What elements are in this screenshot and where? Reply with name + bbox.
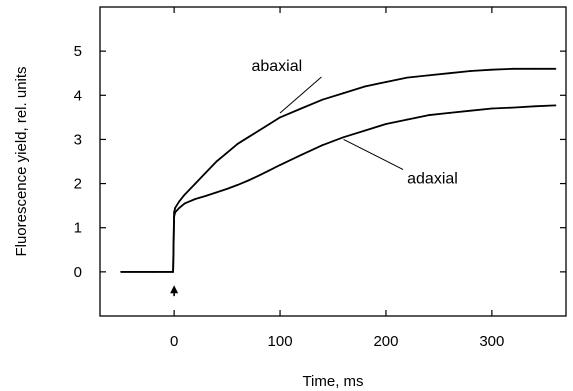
data-point-adaxial [363, 129, 366, 132]
data-point-adaxial [205, 195, 207, 197]
data-point-adaxial [247, 179, 250, 182]
data-point-abaxial [247, 136, 250, 139]
y-tick-label: 2 [74, 176, 82, 193]
x-tick-label: 300 [479, 333, 504, 350]
data-point-adaxial [342, 136, 345, 139]
data-point-abaxial [236, 142, 239, 145]
data-point-abaxial [183, 193, 186, 196]
data-point-abaxial [533, 67, 536, 70]
y-tick-label: 3 [74, 131, 82, 148]
data-point-adaxial [469, 109, 472, 112]
y-tick-label: 5 [74, 43, 82, 60]
tick-marks [100, 7, 566, 316]
annotation-pointer-adaxial [343, 138, 404, 171]
series-line-adaxial [121, 104, 556, 273]
data-point-adaxial [183, 202, 186, 205]
y-tick-label: 0 [74, 264, 82, 281]
data-point-adaxial [236, 183, 239, 186]
data-point-adaxial [215, 191, 218, 194]
data-point-adaxial [448, 112, 451, 114]
data-point-adaxial [178, 206, 181, 209]
data-point-abaxial [279, 116, 281, 119]
data-point-abaxial [205, 171, 207, 174]
data-point-adaxial [257, 174, 260, 177]
tick-labels: 0 100 200 300 0 1 2 3 4 5 [74, 43, 505, 350]
data-point-abaxial [554, 67, 557, 70]
data-point-adaxial [406, 118, 409, 121]
annotation-pointer-abaxial [279, 76, 322, 114]
data-point-abaxial [512, 67, 514, 70]
data-point-abaxial [174, 206, 177, 209]
data-point-abaxial [342, 92, 345, 94]
data-point-adaxial [172, 270, 174, 273]
data-point-abaxial [178, 200, 181, 203]
data-point-adaxial [427, 114, 430, 117]
data-point-adaxial [194, 198, 197, 200]
data-point-abaxial [448, 72, 451, 75]
data-point-adaxial [226, 187, 228, 190]
data-point-abaxial [226, 151, 228, 154]
data-point-abaxial [490, 68, 493, 71]
y-axis-label: Fluorescence yield, rel. units [13, 66, 30, 256]
plot-frame [99, 6, 567, 317]
x-tick-label: 200 [373, 333, 398, 350]
data-point-adaxial [385, 123, 387, 125]
data-point-adaxial [321, 144, 324, 147]
data-point-abaxial [427, 74, 430, 77]
data-point-abaxial [363, 85, 366, 88]
data-point-adaxial [300, 153, 303, 156]
series-layer [120, 67, 557, 273]
annotation-adaxial: adaxial [407, 171, 458, 188]
y-tick-label: 4 [74, 87, 82, 104]
data-point-adaxial [120, 270, 123, 273]
data-point-abaxial [321, 98, 324, 101]
plot-border [99, 6, 567, 317]
series-line-abaxial [121, 67, 556, 273]
data-point-abaxial [194, 182, 197, 185]
data-point-abaxial [406, 76, 409, 79]
data-point-abaxial [385, 81, 387, 83]
stimulus-arrow-head [170, 285, 179, 294]
data-point-abaxial [268, 123, 271, 125]
annotation-layer: abaxial adaxial [170, 58, 458, 297]
x-axis-label: Time, ms [302, 373, 363, 390]
data-point-adaxial [174, 211, 177, 214]
data-point-abaxial [257, 129, 260, 132]
data-point-abaxial [300, 107, 303, 110]
data-point-adaxial [512, 106, 514, 109]
data-point-adaxial [152, 270, 154, 273]
y-tick-label: 1 [74, 220, 82, 237]
data-point-adaxial [173, 215, 176, 218]
x-tick-label: 0 [170, 333, 178, 350]
data-point-adaxial [533, 105, 536, 108]
data-point-adaxial [490, 107, 493, 110]
x-tick-label: 100 [268, 333, 293, 350]
data-point-abaxial [215, 160, 218, 163]
data-point-adaxial [268, 169, 271, 172]
data-point-abaxial [469, 70, 472, 72]
annotation-abaxial: abaxial [251, 58, 302, 75]
data-point-adaxial [554, 104, 557, 107]
data-point-adaxial [279, 164, 281, 166]
